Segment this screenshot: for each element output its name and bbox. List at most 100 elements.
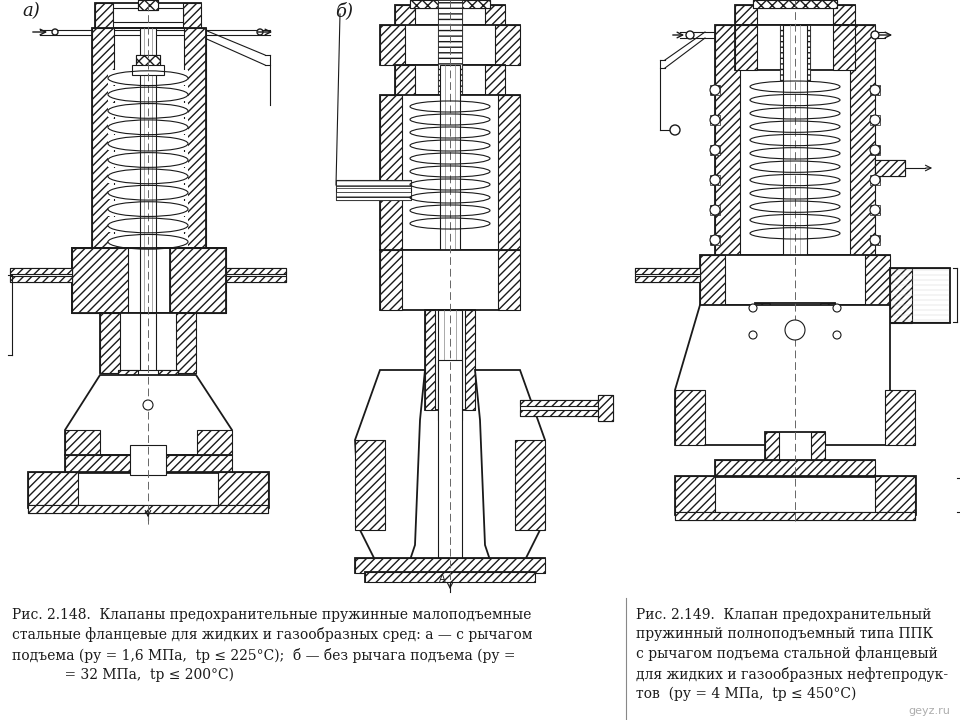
Bar	[92, 28, 114, 248]
Bar	[410, 191, 424, 202]
Bar	[108, 119, 122, 134]
Bar	[750, 133, 766, 145]
Bar	[336, 192, 411, 200]
Bar	[72, 248, 226, 313]
Polygon shape	[355, 370, 425, 560]
Bar	[750, 94, 766, 104]
Bar	[700, 255, 725, 305]
Bar	[735, 25, 855, 70]
Bar	[870, 235, 880, 245]
Bar	[138, 0, 158, 10]
Bar	[118, 415, 132, 445]
Bar	[226, 268, 286, 282]
Bar	[100, 313, 120, 373]
Bar	[380, 25, 520, 65]
Bar	[824, 80, 840, 91]
Bar	[28, 505, 268, 513]
Bar	[395, 65, 505, 95]
Bar	[108, 103, 122, 117]
Bar	[10, 276, 72, 282]
Bar	[174, 168, 188, 183]
Bar	[750, 174, 766, 184]
Bar	[753, 0, 837, 8]
Bar	[28, 472, 268, 507]
Bar	[870, 175, 880, 185]
Text: А: А	[439, 574, 445, 584]
Bar	[108, 217, 122, 232]
Bar	[438, 0, 462, 95]
Bar	[520, 410, 600, 416]
Bar	[183, 3, 201, 28]
Bar	[395, 5, 505, 25]
Bar	[783, 342, 807, 432]
Bar	[72, 248, 128, 313]
Bar	[785, 322, 805, 340]
Bar	[710, 175, 720, 185]
Bar	[108, 70, 122, 85]
Bar	[485, 5, 505, 25]
Bar	[750, 120, 766, 131]
Bar	[750, 107, 766, 118]
Bar	[92, 28, 206, 248]
Bar	[174, 152, 188, 166]
Bar	[824, 160, 840, 171]
Circle shape	[785, 320, 805, 340]
Bar	[380, 250, 402, 310]
Bar	[132, 65, 164, 75]
Bar	[65, 455, 232, 473]
Circle shape	[710, 85, 720, 95]
Bar	[65, 455, 232, 473]
Bar	[174, 103, 188, 117]
Bar	[824, 200, 840, 212]
Bar	[174, 86, 188, 101]
Circle shape	[749, 304, 757, 312]
Text: Рис. 2.149.  Клапан предохранительный
пружинный полноподъемный типа ППК
с рычаго: Рис. 2.149. Клапан предохранительный пру…	[636, 608, 948, 701]
Circle shape	[686, 31, 694, 39]
Bar	[783, 342, 807, 432]
Bar	[438, 0, 462, 95]
Bar	[833, 25, 855, 70]
Bar	[520, 400, 600, 416]
Bar	[136, 55, 160, 73]
Text: Рис. 2.148.  Клапаны предохранительные пружинные малоподъемные
стальные фланцевы: Рис. 2.148. Клапаны предохранительные пр…	[12, 608, 533, 683]
Bar	[635, 268, 700, 282]
Bar	[410, 217, 424, 228]
Bar	[95, 3, 113, 28]
Bar	[735, 5, 855, 27]
Bar	[735, 5, 757, 27]
Bar	[850, 25, 875, 255]
Text: б): б)	[335, 2, 353, 20]
Bar	[710, 145, 720, 155]
Bar	[410, 113, 424, 124]
Bar	[710, 115, 720, 125]
Bar	[140, 313, 156, 393]
Bar	[118, 415, 178, 445]
Bar	[476, 126, 490, 137]
Bar	[824, 186, 840, 198]
Bar	[410, 126, 424, 137]
Bar	[476, 113, 490, 124]
Bar	[476, 178, 490, 189]
Bar	[118, 370, 178, 395]
Circle shape	[710, 145, 720, 155]
Bar	[136, 55, 160, 73]
Text: geyz.ru: geyz.ru	[908, 706, 950, 716]
Bar	[875, 160, 905, 176]
Bar	[865, 255, 890, 305]
Bar	[108, 233, 122, 248]
Bar	[710, 235, 720, 245]
Bar	[140, 28, 156, 328]
Circle shape	[870, 115, 880, 125]
Bar	[765, 432, 825, 462]
Circle shape	[833, 331, 841, 339]
Bar	[164, 415, 178, 445]
Bar	[675, 390, 705, 445]
Bar	[108, 201, 122, 215]
Bar	[10, 268, 72, 282]
Bar	[885, 390, 915, 445]
Bar	[65, 430, 100, 455]
Bar	[824, 213, 840, 225]
Bar	[410, 178, 424, 189]
Bar	[130, 445, 166, 475]
Bar	[870, 85, 880, 95]
